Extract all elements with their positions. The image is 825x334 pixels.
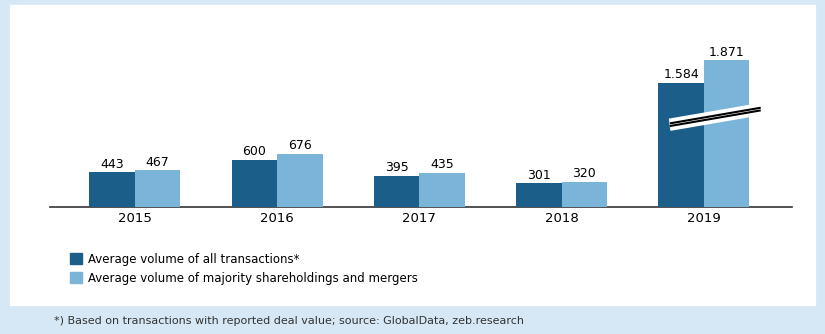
Bar xyxy=(277,154,323,207)
Text: 301: 301 xyxy=(527,169,550,182)
Text: 676: 676 xyxy=(288,139,312,152)
Bar xyxy=(232,160,277,207)
Bar xyxy=(89,172,134,207)
Bar xyxy=(419,173,464,207)
Bar xyxy=(516,183,562,207)
Text: 1.584: 1.584 xyxy=(663,68,699,81)
Text: 395: 395 xyxy=(384,161,408,174)
Bar xyxy=(134,170,181,207)
Text: 467: 467 xyxy=(146,156,169,169)
Text: 320: 320 xyxy=(573,167,596,180)
Text: 443: 443 xyxy=(101,158,124,171)
Text: 600: 600 xyxy=(243,145,266,158)
Text: 1.871: 1.871 xyxy=(709,46,744,59)
Bar xyxy=(374,176,419,207)
Bar xyxy=(562,182,607,207)
Bar xyxy=(704,60,749,207)
Text: 435: 435 xyxy=(430,158,454,171)
Legend: Average volume of all transactions*, Average volume of majority shareholdings an: Average volume of all transactions*, Ave… xyxy=(70,253,417,285)
Bar xyxy=(658,83,704,207)
Text: *) Based on transactions with reported deal value; source: GlobalData, zeb.resea: *) Based on transactions with reported d… xyxy=(54,316,524,326)
